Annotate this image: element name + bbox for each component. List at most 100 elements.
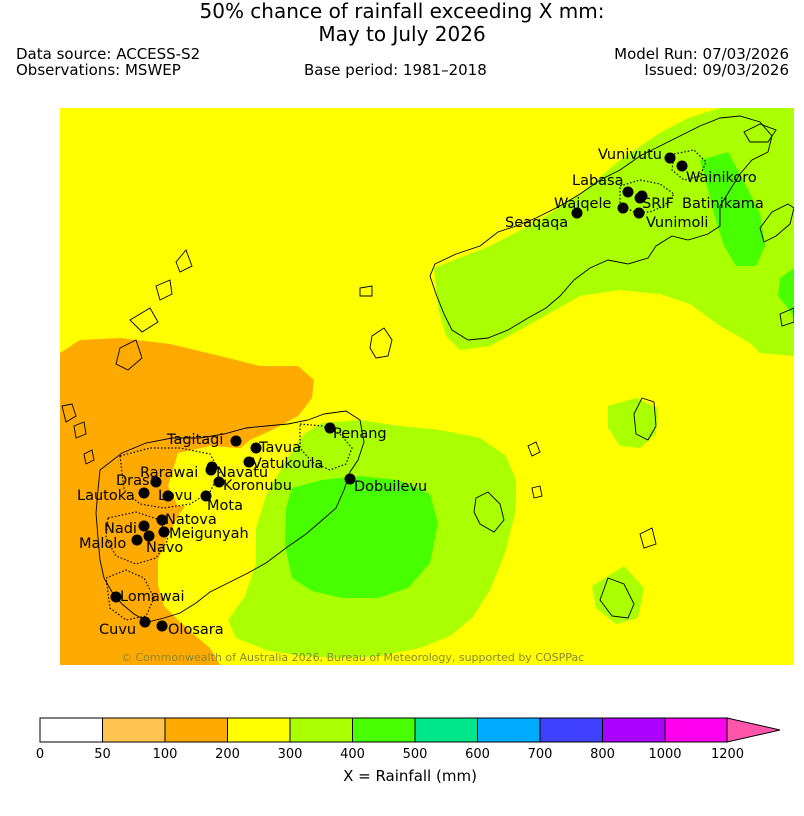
model-run-text: Model Run: 07/03/2026 [614,45,789,63]
place-label: Lautoka [77,488,135,504]
place-marker [158,526,170,538]
coastline-misc-islets [359,285,794,549]
legend-bin [602,717,666,743]
place-marker [138,520,150,532]
legend-tick-labels: 0 50 100 200 300 400 500 600 700 800 1000 1200 [36,747,744,762]
district-sigatoka [105,569,155,621]
place-marker [617,202,629,214]
place-label: Vunimoli [646,215,708,231]
coastline-kadavu [599,577,635,619]
legend-tick-label: 50 [94,747,111,762]
place-marker [156,514,168,526]
place-marker [162,490,174,502]
legend-tick-label: 200 [215,747,240,762]
place-marker [131,534,143,546]
legend-bin [414,717,478,743]
place-label: Malolo [79,536,126,552]
place-marker [622,186,634,198]
place-marker [633,207,645,219]
legend-tick-label: 700 [528,747,553,762]
place-label: Wainikoro [686,170,757,186]
place-label: Dobuilevu [354,479,427,495]
district-vunimoli [671,149,707,181]
legend-bin [352,717,416,743]
place-label: Navo [146,540,183,556]
issued-text: Issued: 09/03/2026 [644,61,789,79]
place-label: Vunivutu [598,147,662,163]
place-marker [205,464,217,476]
place-marker [213,476,225,488]
legend-tick-label: 300 [278,747,303,762]
place-label: Penang [333,426,387,442]
legend-color-bins [39,717,728,743]
place-marker [344,473,356,485]
legend-bin [102,717,166,743]
legend-tick-label: 600 [465,747,490,762]
legend-bin [39,717,103,743]
legend-tick-label: 500 [403,747,428,762]
place-label: Lomawai [120,589,184,605]
place-marker [571,207,583,219]
place-marker [230,435,242,447]
legend-tick-label: 800 [590,747,615,762]
place-marker [150,476,162,488]
coastline-mamanuca [61,403,95,465]
place-markers: Vunivutu Wainikoro Labasa Waiqele SRIF Batini… [77,147,764,638]
place-label: Navatu [216,465,268,481]
coastline-vanua-balavu [473,491,505,533]
place-label: Natova [165,512,217,528]
rainfall-legend: 0 50 100 200 300 400 500 600 700 800 1000 1200 X = … [36,717,781,785]
legend-tick-label: 0 [36,747,44,762]
legend-bin [664,717,728,743]
legend-overflow-arrow [726,717,781,743]
legend-title: X = Rainfall (mm) [343,767,477,785]
place-label: Mota [207,498,243,514]
legend-bin [289,717,353,743]
place-label: Tagitagi [166,432,223,448]
place-marker [200,490,212,502]
place-label: Labasa [572,173,624,189]
place-marker [250,442,262,454]
coastline-ovalau [369,327,393,359]
place-label: Drasa [116,473,158,489]
place-label: Tavua [258,440,301,456]
legend-tick-label: 1000 [648,747,681,762]
place-marker [676,160,688,172]
coastline-yasawa [115,249,193,371]
copyright-credit: © Commonwealth of Australia 2026, Bureau… [121,651,584,664]
legend-bin [227,717,291,743]
legend-tick-label: 100 [153,747,178,762]
place-label: Waiqele [554,196,611,212]
coastlines [61,115,794,623]
coastline-taveuni [759,203,794,243]
rainfall-zone-400-500-northeast [700,152,765,266]
observations-text: Observations: MSWEP [16,61,181,79]
rainfall-zone-400-500-central [285,476,438,598]
coastline-rabi [743,123,777,143]
place-label: Meigunyah [169,526,249,542]
legend-bin [539,717,603,743]
place-marker [156,620,168,632]
legend-tick-label: 400 [340,747,365,762]
place-marker [324,422,336,434]
coastline-lakeba [633,397,657,441]
map-title-line2: May to July 2026 [318,22,486,46]
place-label: Seaqaqa [505,215,568,231]
legend-bin [477,717,541,743]
place-label: Koronubu [223,478,292,494]
place-marker [139,616,151,628]
map-title-line1: 50% chance of rainfall exceeding X mm: [199,0,605,23]
place-label: Nadi [104,521,137,537]
place-label: Lovu [158,488,192,504]
place-label: Olosara [168,622,224,638]
place-marker [110,591,122,603]
place-label: Batinikama [682,196,764,212]
base-period-text: Base period: 1981–2018 [304,61,487,79]
rainfall-zone-400-500-east-edge [778,268,794,318]
legend-bin [164,717,228,743]
place-label: Vatukoula [252,456,323,472]
rainfall-zone-300-400-islet-east [608,398,658,448]
place-marker [664,152,676,164]
place-label: SRIF [642,196,674,212]
legend-tick-label-last: 1200 [711,747,744,762]
